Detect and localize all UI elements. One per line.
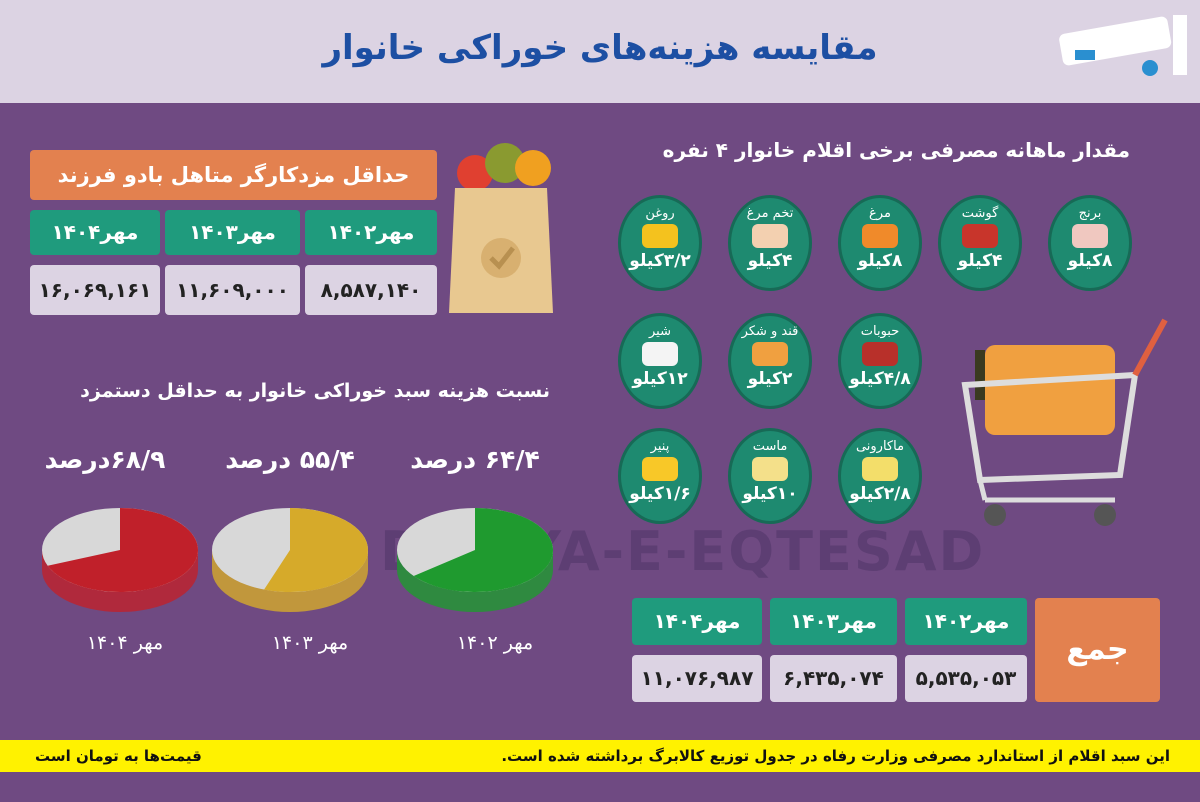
consumption-item: پنیر ۱/۶کیلو xyxy=(618,428,702,524)
header xyxy=(0,0,1200,103)
wage-col-1402: مهر۱۴۰۲ xyxy=(305,210,437,255)
food-icon xyxy=(642,457,678,481)
wage-value-1403: ۱۱,۶۰۹,۰۰۰ xyxy=(165,265,300,315)
pie-2 xyxy=(42,508,199,612)
item-name: حبوبات xyxy=(860,324,900,339)
total-col-1404: مهر۱۴۰۴ xyxy=(632,598,762,645)
item-quantity: ۱/۶کیلو xyxy=(629,484,691,504)
total-value-1403: ۶,۴۳۵,۰۷۴ xyxy=(770,655,897,702)
consumption-item: ماکارونی ۲/۸کیلو xyxy=(838,428,922,524)
wage-col-1404: مهر۱۴۰۴ xyxy=(30,210,160,255)
total-label: جمع xyxy=(1035,598,1160,702)
currency-note: قیمت‌ها به تومان است xyxy=(35,747,202,765)
item-name: مرغ xyxy=(869,206,891,221)
pie-charts xyxy=(42,508,553,612)
food-icon xyxy=(752,457,788,481)
item-quantity: ۸کیلو xyxy=(1067,251,1113,271)
pie-year-1404: مهر ۱۴۰۴ xyxy=(86,632,164,654)
consumption-item: تخم مرغ ۴کیلو xyxy=(728,195,812,291)
item-name: روغن xyxy=(645,206,675,221)
item-quantity: ۸کیلو xyxy=(857,251,903,271)
item-quantity: ۱۲کیلو xyxy=(632,369,688,389)
consumption-item: گوشت ۴کیلو xyxy=(938,195,1022,291)
food-icon xyxy=(862,457,898,481)
camera-icon xyxy=(1059,15,1187,76)
pie-slice xyxy=(264,508,368,592)
pie-year-1402: مهر ۱۴۰۲ xyxy=(456,632,534,654)
wage-title: حداقل مزدکارگر متاهل بادو فرزند xyxy=(30,150,437,200)
pie-label-1404: ۶۸/۹درصد xyxy=(44,445,166,474)
item-name: تخم مرغ xyxy=(746,206,794,221)
food-icon xyxy=(752,224,788,248)
total-value-1404: ۱۱,۰۷۶,۹۸۷ xyxy=(632,655,762,702)
food-icon xyxy=(642,224,678,248)
item-quantity: ۴/۸کیلو xyxy=(849,369,911,389)
pie-slice xyxy=(413,508,553,592)
total-col-1402: مهر۱۴۰۲ xyxy=(905,598,1027,645)
item-quantity: ۲کیلو xyxy=(747,369,793,389)
total-value-1402: ۵,۵۳۵,۰۵۳ xyxy=(905,655,1027,702)
food-icon xyxy=(752,342,788,366)
footer-bar: این سبد اقلام از استاندارد مصرفی وزارت ر… xyxy=(0,740,1200,772)
consumption-item: روغن ۳/۲کیلو xyxy=(618,195,702,291)
item-quantity: ۴کیلو xyxy=(957,251,1003,271)
wage-value-1404: ۱۶,۰۶۹,۱۶۱ xyxy=(30,265,160,315)
consumption-item: شیر ۱۲کیلو xyxy=(618,313,702,409)
total-col-1403: مهر۱۴۰۳ xyxy=(770,598,897,645)
item-name: ماکارونی xyxy=(855,439,905,454)
food-icon xyxy=(862,224,898,248)
pie-1 xyxy=(212,508,368,612)
grocery-bag-icon xyxy=(449,143,553,313)
footer-note: این سبد اقلام از استاندارد مصرفی وزارت ر… xyxy=(501,747,1170,765)
pie-label-1403: ۵۵/۴ درصد xyxy=(225,445,355,474)
consumption-item: برنج ۸کیلو xyxy=(1048,195,1132,291)
consumption-item: قند و شکر ۲کیلو xyxy=(728,313,812,409)
food-icon xyxy=(1072,224,1108,248)
food-icon xyxy=(642,342,678,366)
shopping-cart-icon xyxy=(961,318,1168,526)
consumption-item: مرغ ۸کیلو xyxy=(838,195,922,291)
item-quantity: ۳/۲کیلو xyxy=(629,251,691,271)
item-quantity: ۲/۸کیلو xyxy=(849,484,911,504)
consumption-title: مقدار ماهانه مصرفی برخی اقلام خانوار ۴ ن… xyxy=(662,138,1130,162)
item-name: گوشت xyxy=(961,206,999,221)
food-icon xyxy=(962,224,998,248)
wage-value-1402: ۸,۵۸۷,۱۴۰ xyxy=(305,265,437,315)
item-quantity: ۱۰کیلو xyxy=(742,484,798,504)
wage-col-1403: مهر۱۴۰۳ xyxy=(165,210,300,255)
pie-label-1402: ۶۴/۴ درصد xyxy=(410,445,540,474)
consumption-item: ماست ۱۰کیلو xyxy=(728,428,812,524)
item-name: شیر xyxy=(649,324,671,339)
pie-0 xyxy=(397,508,553,612)
item-name: قند و شکر xyxy=(741,324,799,339)
food-icon xyxy=(862,342,898,366)
consumption-item: حبوبات ۴/۸کیلو xyxy=(838,313,922,409)
item-name: ماست xyxy=(752,439,788,454)
item-quantity: ۴کیلو xyxy=(747,251,793,271)
page-title: مقایسه هزینه‌های خوراکی خانوار xyxy=(322,28,878,68)
ratio-title: نسبت هزینه سبد خوراکی خانوار به حداقل دس… xyxy=(80,380,550,402)
item-name: برنج xyxy=(1078,206,1102,221)
item-name: پنیر xyxy=(650,439,670,454)
pie-year-1403: مهر ۱۴۰۳ xyxy=(271,632,349,654)
pie-slice xyxy=(47,508,199,592)
